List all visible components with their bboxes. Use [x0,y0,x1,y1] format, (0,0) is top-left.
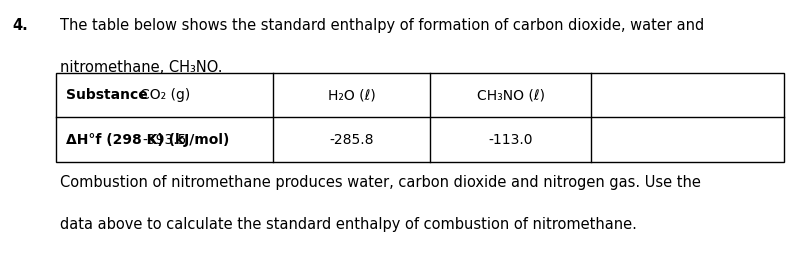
Text: -393.5: -393.5 [142,133,187,147]
Text: 4.: 4. [12,18,28,33]
Text: ΔH°f (298 K) (kJ/mol): ΔH°f (298 K) (kJ/mol) [66,133,229,147]
Text: data above to calculate the standard enthalpy of combustion of nitromethane.: data above to calculate the standard ent… [60,217,637,232]
Text: nitromethane, CH₃NO.: nitromethane, CH₃NO. [60,60,222,75]
Text: -285.8: -285.8 [329,133,373,147]
Text: The table below shows the standard enthalpy of formation of carbon dioxide, wate: The table below shows the standard entha… [60,18,703,33]
Bar [56,73,783,162]
Text: Combustion of nitromethane produces water, carbon dioxide and nitrogen gas. Use : Combustion of nitromethane produces wate… [60,175,700,190]
Text: CO₂ (g): CO₂ (g) [140,88,190,102]
Text: Substance: Substance [66,88,148,102]
Text: H₂O (ℓ): H₂O (ℓ) [328,88,375,102]
Text: CH₃NO (ℓ): CH₃NO (ℓ) [476,88,544,102]
Text: -113.0: -113.0 [487,133,532,147]
